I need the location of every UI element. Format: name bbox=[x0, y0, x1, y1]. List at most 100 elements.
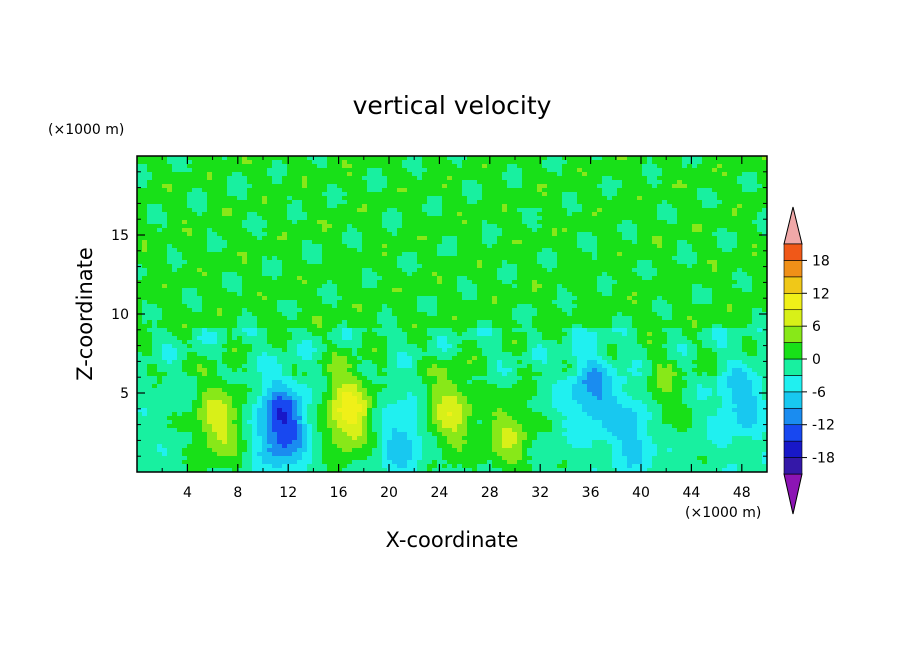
field-cell bbox=[202, 240, 208, 245]
field-cell bbox=[412, 308, 418, 313]
field-cell bbox=[662, 244, 668, 249]
field-cell bbox=[452, 292, 458, 297]
field-cell bbox=[367, 240, 373, 245]
field-cell bbox=[392, 224, 398, 229]
field-cell bbox=[447, 272, 453, 277]
field-cell bbox=[392, 212, 398, 217]
field-cell bbox=[182, 156, 188, 161]
field-cell bbox=[197, 308, 203, 313]
field-cell bbox=[757, 268, 763, 273]
field-cell bbox=[722, 208, 728, 213]
field-cell bbox=[357, 304, 363, 309]
field-cell bbox=[337, 208, 343, 213]
field-cell bbox=[647, 252, 653, 257]
field-cell bbox=[372, 188, 378, 193]
field-cell bbox=[212, 304, 218, 309]
field-cell bbox=[712, 184, 718, 189]
field-cell bbox=[477, 244, 483, 249]
field-cell bbox=[412, 160, 418, 165]
field-cell bbox=[232, 268, 238, 273]
field-cell bbox=[222, 240, 228, 245]
field-cell bbox=[537, 268, 543, 273]
field-cell bbox=[592, 276, 598, 281]
field-cell bbox=[337, 252, 343, 257]
field-cell bbox=[752, 288, 758, 293]
field-cell bbox=[147, 164, 153, 169]
field-cell bbox=[417, 236, 423, 241]
field-cell bbox=[742, 164, 748, 169]
field-cell bbox=[207, 240, 213, 245]
field-cell bbox=[327, 156, 333, 161]
field-cell bbox=[727, 304, 733, 309]
field-cell bbox=[362, 160, 368, 165]
field-cell bbox=[192, 236, 198, 241]
field-cell bbox=[282, 284, 288, 289]
field-cell bbox=[377, 300, 383, 305]
field-cell bbox=[397, 312, 403, 317]
field-cell bbox=[242, 308, 248, 313]
field-cell bbox=[457, 256, 463, 261]
field-cell bbox=[297, 172, 303, 177]
field-cell bbox=[762, 268, 767, 273]
field-cell bbox=[632, 208, 638, 213]
field-cell bbox=[327, 200, 333, 205]
field-cell bbox=[517, 304, 523, 309]
field-cell bbox=[252, 164, 258, 169]
field-cell bbox=[452, 164, 458, 169]
field-cell bbox=[442, 212, 448, 217]
field-cell bbox=[437, 236, 443, 241]
field-cell bbox=[572, 268, 578, 273]
field-cell bbox=[727, 248, 733, 253]
field-cell bbox=[437, 224, 443, 229]
field-cell bbox=[652, 260, 658, 265]
field-cell bbox=[387, 192, 393, 197]
field-cell bbox=[542, 164, 548, 169]
field-cell bbox=[402, 304, 408, 309]
field-cell bbox=[352, 244, 358, 249]
field-cell bbox=[172, 156, 178, 161]
field-cell bbox=[337, 244, 343, 249]
field-cell bbox=[247, 168, 253, 173]
field-cell bbox=[487, 284, 493, 289]
field-cell bbox=[717, 196, 723, 201]
field-cell bbox=[232, 244, 238, 249]
field-cell bbox=[627, 284, 633, 289]
field-cell bbox=[262, 168, 268, 173]
field-cell bbox=[227, 228, 233, 233]
field-cell bbox=[552, 168, 558, 173]
field-cell bbox=[467, 196, 473, 201]
field-cell bbox=[287, 244, 293, 249]
field-cell bbox=[687, 228, 693, 233]
field-cell bbox=[427, 224, 433, 229]
field-cell bbox=[352, 252, 358, 257]
field-cell bbox=[462, 264, 468, 269]
field-cell bbox=[312, 252, 318, 257]
field-cell bbox=[317, 216, 323, 221]
field-cell bbox=[267, 224, 273, 229]
field-cell bbox=[222, 200, 228, 205]
field-cell bbox=[317, 236, 323, 241]
field-cell bbox=[172, 180, 178, 185]
field-cell bbox=[357, 312, 363, 317]
field-cell bbox=[157, 192, 163, 197]
field-cell bbox=[497, 160, 503, 165]
field-cell bbox=[242, 164, 248, 169]
field-cell bbox=[612, 192, 618, 197]
field-cell bbox=[272, 224, 278, 229]
field-cell bbox=[192, 292, 198, 297]
field-cell bbox=[647, 176, 653, 181]
field-cell bbox=[232, 196, 238, 201]
field-cell bbox=[207, 204, 213, 209]
field-cell bbox=[477, 228, 483, 233]
field-cell bbox=[457, 156, 463, 161]
field-cell bbox=[392, 264, 398, 269]
field-cell bbox=[182, 236, 188, 241]
field-cell bbox=[472, 268, 478, 273]
field-cell bbox=[507, 296, 513, 301]
field-cell bbox=[152, 280, 158, 285]
field-cell bbox=[212, 312, 218, 317]
field-cell bbox=[572, 296, 578, 301]
field-cell bbox=[427, 220, 433, 225]
field-cell bbox=[407, 272, 413, 277]
field-cell bbox=[752, 296, 758, 301]
